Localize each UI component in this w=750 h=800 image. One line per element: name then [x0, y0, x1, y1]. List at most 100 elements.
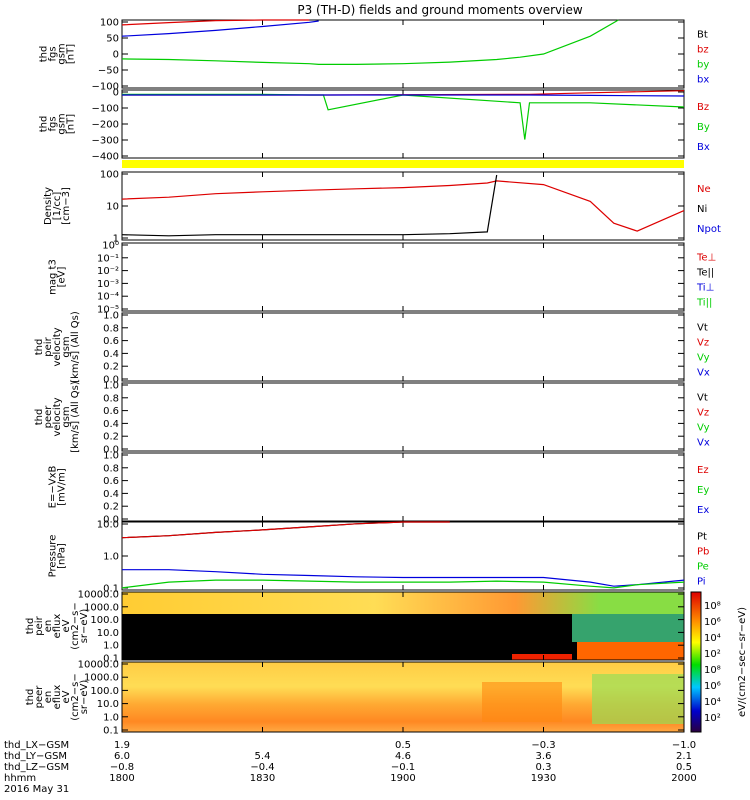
series-fgs_gsm-bz [121, 19, 310, 26]
ephemeris-value: 1930 [531, 773, 556, 784]
ephemeris-value: −1.0 [672, 740, 696, 751]
legend-Vt: Vt [697, 393, 708, 404]
panel-frame [121, 171, 685, 241]
ephemeris-value: −0.1 [391, 762, 415, 773]
series-pressure-Pb [121, 521, 450, 539]
panel-peer_spec: 10000.0 1000.0 100.0 10.0 1.0 0.1 thdpeerenefl… [25, 660, 685, 737]
ephemeris-block: thd_LX−GSM 1.9 0.5 −0.3 −1.0 thd_LY−GSM 6.0 5.4… [4, 740, 697, 795]
y-tick-label: 10⁻⁵ [97, 305, 119, 316]
legend-Vx: Vx [697, 368, 710, 379]
y-axis-label-line: E=−VxB [48, 466, 59, 509]
legend-Pb: Pb [697, 547, 709, 558]
peir-spectrogram-red-strip [512, 654, 572, 660]
colorbar-tick-label: 10⁶ [704, 617, 721, 628]
legend-Vt: Vt [697, 323, 708, 334]
y-tick-label: 1.0 [103, 712, 119, 723]
series-fgs_gsm_zoom-Bx [122, 94, 685, 97]
y-axis-label-line: [eV] [57, 267, 68, 288]
y-axis-label-line: thd [25, 689, 36, 706]
legend-Ni: Ni [697, 204, 707, 215]
y-axis-label-line: gsm [61, 336, 72, 357]
y-tick-label: 1.0 [103, 641, 119, 652]
y-axis-label-line: peer [43, 405, 54, 429]
ephemeris-value: 1830 [250, 773, 275, 784]
y-tick-label: 10000.0 [78, 660, 119, 671]
legend-Npot: Npot [697, 224, 721, 235]
panel-frame [121, 382, 685, 452]
y-tick-label: −400 [92, 152, 119, 163]
legend-Ez: Ez [697, 465, 709, 476]
colorbar-tick-label: 10² [704, 649, 721, 660]
y-axis-label: thdfgsgsm[nT] [39, 113, 77, 134]
panel-density: 100 10 1 Density[1/cc][cm−3] Ne Ni Npot [43, 170, 721, 245]
ephemeris-value: 2000 [671, 773, 696, 784]
panel-fgs_gsm: 100 50 0 −50 −100 thdfgsgsm[nT] Bt bz by bx [39, 18, 710, 93]
y-axis-label-line: thd [34, 339, 45, 356]
y-tick-label: 0.6 [103, 476, 119, 487]
y-tick-label: 0.1 [103, 584, 119, 595]
y-tick-label: 0 [113, 50, 119, 61]
y-tick-label: −100 [92, 104, 119, 115]
legend-Bz: Bz [697, 102, 709, 113]
legend-Ey: Ey [697, 485, 709, 496]
colorbar-tick-label: 10⁴ [704, 697, 721, 708]
ephemeris-value: 3.6 [536, 751, 552, 762]
y-tick-label: 100 [100, 18, 119, 29]
legend-Vy: Vy [697, 353, 710, 364]
ephemeris-value: −0.4 [250, 762, 274, 773]
y-tick-label: 100 [100, 170, 119, 181]
y-tick-label: 10.0 [97, 520, 119, 531]
y-tick-label: 1 [113, 234, 119, 245]
panel-efield: 1.00.8 0.6 0.4 0.2 0.0 E=−VxB[mV/m] Ez Ey Ex [48, 451, 710, 526]
peir-spectrogram-upper-band [122, 592, 684, 614]
figure-title: P3 (TH-D) fields and ground moments over… [297, 3, 582, 17]
colorbar-tick-label: 10⁶ [704, 681, 721, 692]
y-tick-label: 100.0 [90, 615, 119, 626]
legend-Pi: Pi [697, 577, 706, 588]
legend-Pe: Pe [697, 562, 709, 573]
y-tick-label: 10⁻² [97, 266, 119, 277]
y-axis-label-line: fgs [48, 116, 59, 131]
y-tick-label: 0.4 [103, 419, 119, 430]
panel-frame [121, 521, 685, 591]
y-tick-label: 0 [113, 88, 119, 99]
y-axis-label-line: fgs [48, 46, 59, 61]
y-tick-label: 10.0 [97, 628, 119, 639]
series-fgs_gsm-by [121, 19, 619, 65]
y-tick-label: 1.0 [103, 381, 119, 392]
y-axis-label-line: [km/s] (All Qs) [70, 311, 81, 383]
legend-bx: bx [697, 75, 709, 86]
legend-Vz: Vz [697, 408, 709, 419]
legend-bz: bz [697, 45, 709, 56]
y-axis-label-line: [km/s] (All Qs) [70, 381, 81, 453]
y-tick-label: 0.6 [103, 406, 119, 417]
ephemeris-row-label: hhmm [4, 773, 36, 784]
y-tick-label: 1.0 [103, 311, 119, 322]
y-axis-label-line: gsm [57, 113, 68, 134]
y-axis-label: Density[1/cc][cm−3] [43, 187, 72, 225]
y-tick-label: 10.0 [97, 699, 119, 710]
ephemeris-value: 4.6 [395, 751, 411, 762]
peir-spectrogram-green-patch [572, 614, 684, 642]
y-tick-label: 0.6 [103, 336, 119, 347]
ephemeris-value: 1800 [109, 773, 134, 784]
peer-spectrogram-orange-region [482, 682, 562, 722]
y-tick-label: 50 [106, 34, 119, 45]
panel-peir_velocity: 1.00.8 0.6 0.4 0.2 0.0 thdpeirvelocitygsm[km/… [34, 311, 710, 386]
y-axis-label: thdpeirenefluxeV(cm2−s−sr−eV) [25, 602, 90, 649]
legend-Ti⊥: Ti⊥ [696, 283, 714, 294]
ephemeris-value: 1.9 [114, 740, 130, 751]
colorbar-tick-label: 10² [704, 713, 721, 724]
y-tick-label: 0.0 [103, 445, 119, 456]
ephemeris-value: 2.1 [676, 751, 692, 762]
y-axis-label-line: [cm−3] [61, 187, 72, 225]
y-tick-label: −200 [92, 120, 119, 131]
series-fgs_gsm_zoom-By [122, 93, 685, 140]
panel-frame [121, 312, 685, 382]
y-tick-label: 10⁻¹ [97, 253, 119, 264]
y-axis-label-line: eV [61, 690, 72, 703]
y-tick-label: 10⁰ [102, 241, 119, 252]
series-fgs_gsm-bx [121, 20, 319, 37]
y-axis-label-line: [nT] [66, 44, 77, 64]
y-tick-label: −300 [92, 136, 119, 147]
